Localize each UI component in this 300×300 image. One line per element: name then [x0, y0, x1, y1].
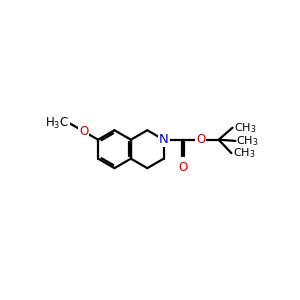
Text: N: N: [159, 133, 169, 146]
Text: O: O: [196, 133, 205, 146]
Text: CH$_3$: CH$_3$: [236, 134, 259, 148]
Text: O: O: [179, 160, 188, 173]
Text: H$_3$C: H$_3$C: [45, 116, 69, 130]
Text: O: O: [79, 125, 88, 138]
Text: CH$_3$: CH$_3$: [232, 146, 255, 160]
Text: CH$_3$: CH$_3$: [234, 121, 256, 135]
